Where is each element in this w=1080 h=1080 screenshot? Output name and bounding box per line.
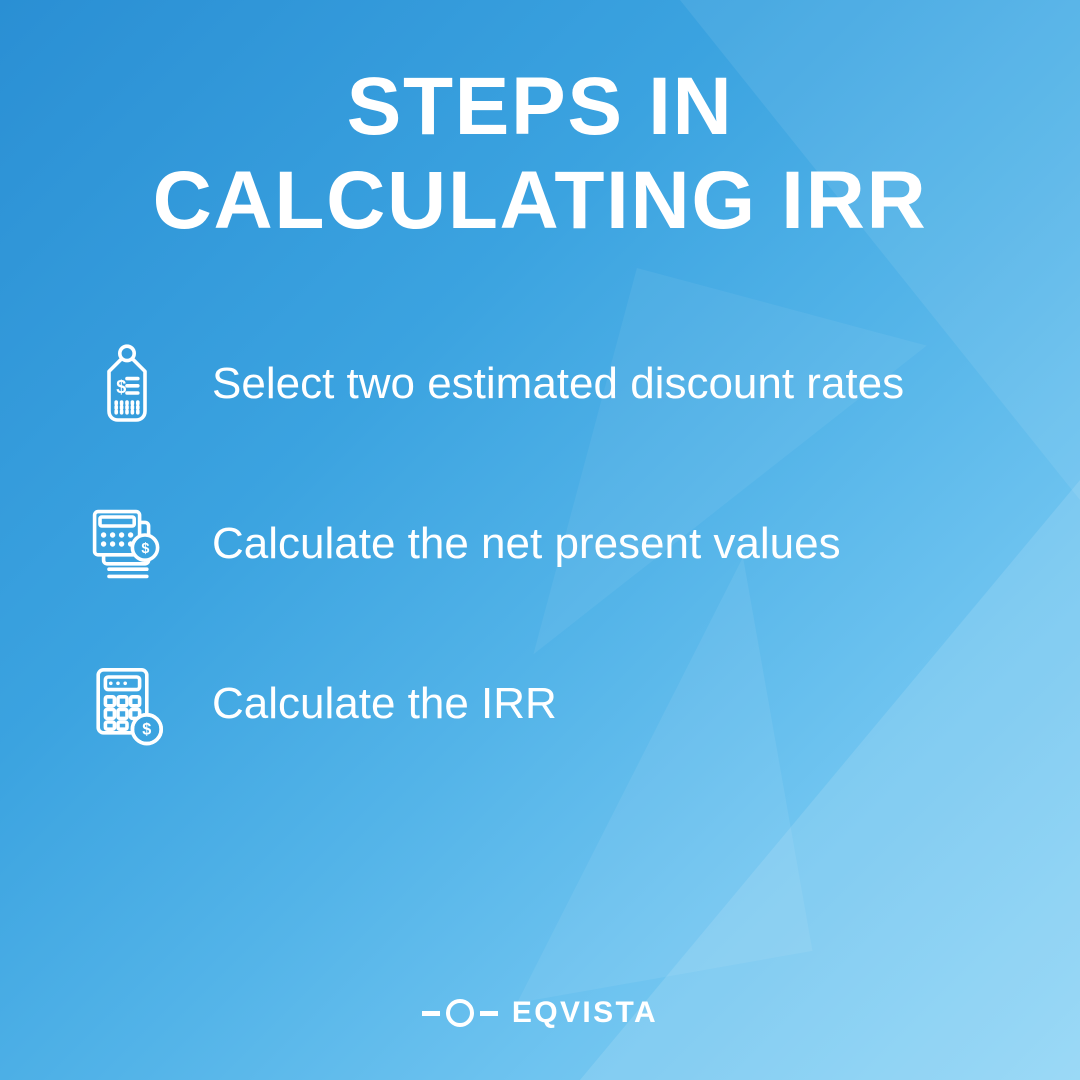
svg-text:$: $	[116, 377, 126, 397]
title-line1: STEPS IN	[347, 61, 734, 152]
footer: EQVISTA	[70, 996, 1010, 1040]
step-item: $ Calculate the IRR	[82, 659, 1010, 749]
page-title: STEPS IN CALCULATING IRR	[70, 60, 1010, 249]
calculator-coin-document-icon: $	[82, 499, 172, 589]
brand-logo-icon	[422, 999, 498, 1027]
steps-list: $ Select two estimated discount rates	[70, 339, 1010, 749]
calculator-coin-icon: $	[82, 659, 172, 749]
step-text: Calculate the net present values	[212, 515, 841, 572]
content-container: STEPS IN CALCULATING IRR $	[0, 0, 1080, 1080]
step-text: Calculate the IRR	[212, 675, 557, 732]
step-item: $ Calculate the net present values	[82, 499, 1010, 589]
step-text: Select two estimated discount rates	[212, 355, 904, 412]
brand-name: EQVISTA	[512, 996, 658, 1030]
svg-text:$: $	[141, 541, 149, 557]
price-tag-dollar-icon: $	[82, 339, 172, 429]
title-line2: CALCULATING IRR	[153, 155, 928, 246]
step-item: $ Select two estimated discount rates	[82, 339, 1010, 429]
svg-text:$: $	[142, 720, 151, 738]
